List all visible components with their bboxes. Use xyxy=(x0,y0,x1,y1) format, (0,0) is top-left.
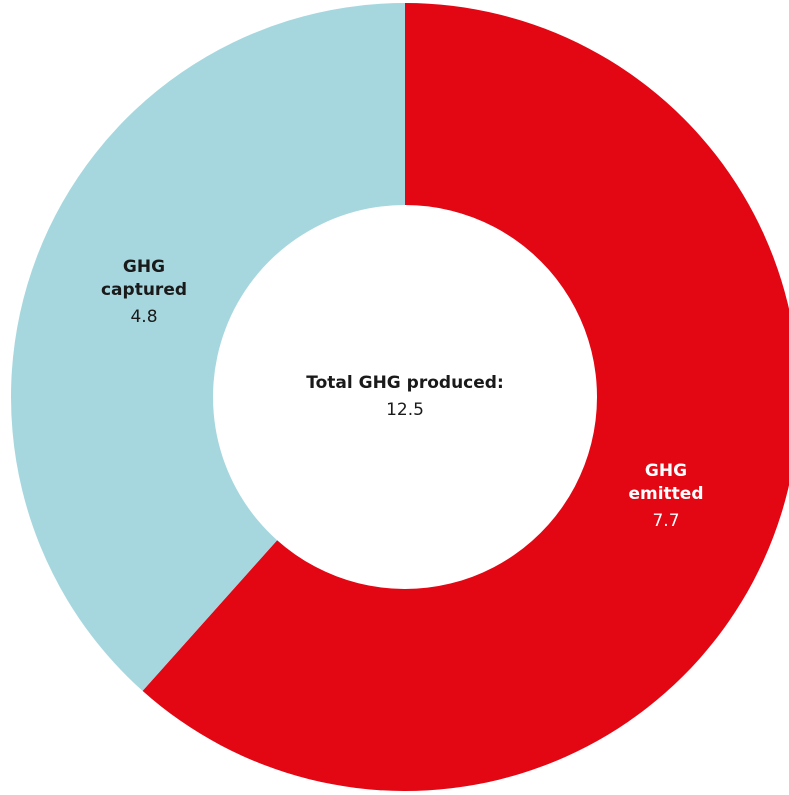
slice-label-ghg-captured: GHG captured 4.8 xyxy=(64,256,224,329)
slice-label-captured-line1: GHG xyxy=(122,257,166,277)
donut-slice-ghg-emitted xyxy=(142,3,789,791)
slice-label-captured-line2: captured xyxy=(100,279,188,300)
slice-label-emitted-line2: emitted xyxy=(628,483,704,504)
slice-label-emitted-line1: GHG xyxy=(644,461,688,481)
center-total-label: Total GHG produced: 12.5 xyxy=(250,372,560,422)
center-total-value: 12.5 xyxy=(386,399,424,420)
center-total-title: Total GHG produced: xyxy=(306,373,504,393)
slice-value-emitted: 7.7 xyxy=(652,510,680,531)
slice-label-ghg-emitted: GHG emitted 7.7 xyxy=(586,460,746,533)
donut-slice-ghg-captured xyxy=(11,3,406,691)
slice-value-captured: 4.8 xyxy=(130,306,158,327)
